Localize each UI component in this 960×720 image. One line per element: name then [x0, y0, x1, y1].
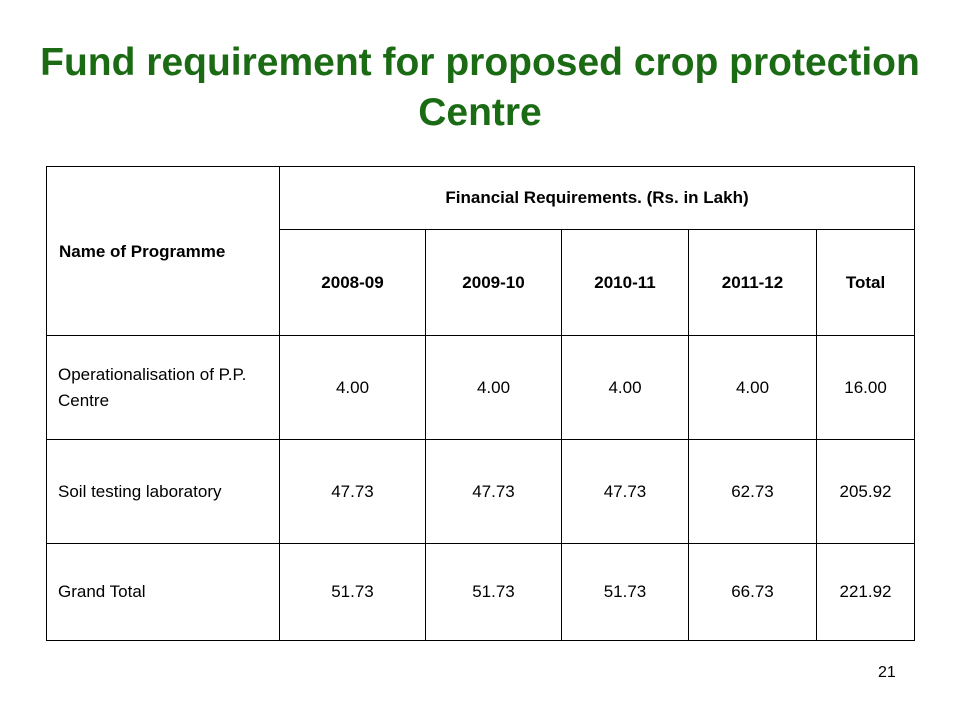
year-header-2010-11: 2010-11 [561, 229, 689, 336]
total-cell: 205.92 [815, 439, 916, 544]
value-cell: 62.73 [688, 439, 817, 544]
year-header-2011-12: 2011-12 [688, 229, 817, 336]
year-header-2009-10: 2009-10 [425, 229, 562, 336]
value-cell: 51.73 [279, 543, 426, 641]
programme-name-cell: Operationalisation of P.P. Centre [46, 335, 280, 440]
table-row: Soil testing laboratory 47.73 47.73 47.7… [46, 439, 916, 544]
slide-title: Fund requirement for proposed crop prote… [40, 41, 920, 134]
value-cell: 4.00 [561, 335, 689, 440]
table-row: Operationalisation of P.P. Centre 4.00 4… [46, 335, 916, 440]
grand-total-row: Grand Total 51.73 51.73 51.73 66.73 221.… [46, 543, 916, 641]
programme-name-cell: Soil testing laboratory [46, 439, 280, 544]
value-cell: 47.73 [561, 439, 689, 544]
value-cell: 4.00 [279, 335, 426, 440]
value-cell: 51.73 [561, 543, 689, 641]
value-cell: 4.00 [688, 335, 817, 440]
page-number: 21 [878, 664, 896, 681]
value-cell: 66.73 [688, 543, 817, 641]
value-cell: 47.73 [425, 439, 562, 544]
year-header-2008-09: 2008-09 [279, 229, 426, 336]
value-cell: 4.00 [425, 335, 562, 440]
programme-name-cell: Grand Total [46, 543, 280, 641]
name-of-programme-header: Name of Programme [46, 166, 280, 336]
total-cell: 16.00 [815, 335, 916, 440]
financial-requirements-header: Financial Requirements. (Rs. in Lakh) [278, 166, 916, 230]
fund-requirement-table: Name of Programme Financial Requirements… [46, 166, 916, 641]
total-header: Total [815, 229, 916, 336]
table-year-header-row: 2008-09 2009-10 2010-11 2011-12 Total [47, 229, 916, 336]
value-cell: 47.73 [279, 439, 426, 544]
table-header-row: Name of Programme Financial Requirements… [46, 166, 916, 336]
value-cell: 51.73 [425, 543, 562, 641]
total-cell: 221.92 [815, 543, 916, 641]
